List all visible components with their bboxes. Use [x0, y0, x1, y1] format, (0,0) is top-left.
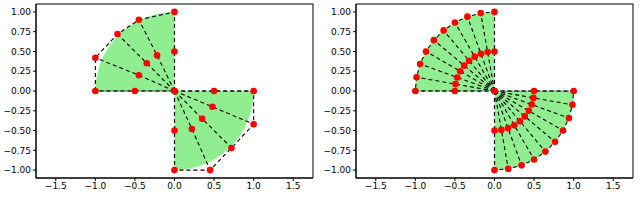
svg-text:0.50: 0.50 [331, 47, 351, 57]
svg-text:−1.0: −1.0 [84, 181, 106, 191]
svg-text:1.00: 1.00 [331, 7, 351, 17]
svg-text:−0.50: −0.50 [323, 126, 351, 136]
svg-text:1.5: 1.5 [286, 181, 300, 191]
svg-text:0.75: 0.75 [331, 27, 351, 37]
svg-text:−0.25: −0.25 [8, 106, 31, 116]
svg-text:1.00: 1.00 [11, 7, 31, 17]
svg-text:−0.50: −0.50 [8, 126, 31, 136]
svg-text:−1.00: −1.00 [8, 165, 31, 175]
svg-text:0.0: 0.0 [487, 181, 502, 191]
svg-text:−1.5: −1.5 [45, 181, 67, 191]
svg-text:−1.5: −1.5 [365, 181, 387, 191]
svg-text:0.0: 0.0 [167, 181, 182, 191]
svg-text:1.5: 1.5 [606, 181, 620, 191]
svg-text:1.0: 1.0 [566, 181, 581, 191]
svg-text:−1.00: −1.00 [323, 165, 351, 175]
svg-text:0.5: 0.5 [207, 181, 221, 191]
svg-text:0.5: 0.5 [527, 181, 541, 191]
svg-text:−0.5: −0.5 [444, 181, 466, 191]
svg-text:1.0: 1.0 [246, 181, 261, 191]
svg-text:0.25: 0.25 [11, 66, 31, 76]
svg-text:0.00: 0.00 [11, 86, 31, 96]
svg-text:0.75: 0.75 [11, 27, 31, 37]
svg-text:−0.25: −0.25 [323, 106, 351, 116]
svg-text:0.50: 0.50 [11, 47, 31, 57]
svg-text:−0.75: −0.75 [323, 146, 351, 156]
svg-text:−0.5: −0.5 [124, 181, 146, 191]
svg-text:0.25: 0.25 [331, 66, 351, 76]
svg-text:−1.0: −1.0 [404, 181, 426, 191]
svg-text:−0.75: −0.75 [8, 146, 31, 156]
svg-text:0.00: 0.00 [331, 86, 351, 96]
